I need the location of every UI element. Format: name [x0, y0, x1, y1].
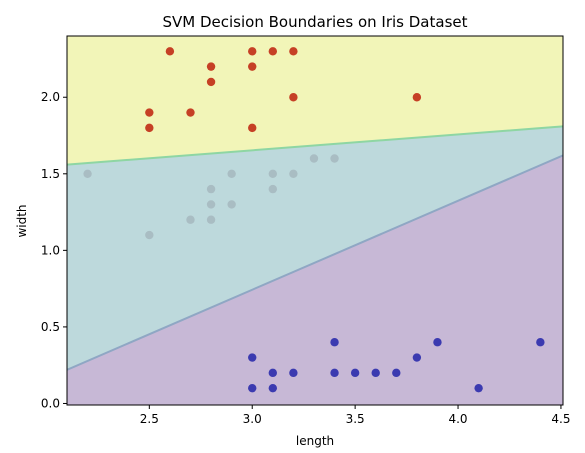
decision-boundary-0: [67, 154, 563, 371]
data-point-class-1: [268, 169, 278, 179]
data-point-class-1: [206, 184, 216, 194]
region-class-2: [67, 36, 563, 165]
data-point-class-0: [330, 368, 339, 378]
data-point-class-1: [330, 154, 339, 163]
data-point-class-1: [145, 230, 154, 240]
data-point-class-0: [350, 368, 360, 378]
x-tick-label: 2.5: [140, 412, 159, 426]
data-point-class-2: [186, 108, 195, 117]
data-point-class-0: [412, 353, 422, 362]
data-point-class-0: [268, 383, 278, 393]
chart-title: SVM Decision Boundaries on Iris Dataset: [163, 13, 468, 31]
data-point-class-1: [268, 184, 278, 194]
data-point-class-0: [536, 338, 545, 347]
decision-regions: [67, 36, 563, 405]
y-tick-label: 2.0: [41, 90, 60, 104]
x-axis-label: length: [296, 434, 334, 448]
data-point-class-1: [227, 169, 236, 179]
data-point-class-2: [248, 62, 257, 71]
y-tick-label: 0.5: [41, 320, 60, 334]
data-point-class-2: [248, 123, 257, 133]
y-axis-label: width: [15, 204, 29, 237]
x-tick-label: 3.0: [243, 412, 262, 426]
data-point-class-0: [474, 383, 483, 393]
data-point-class-0: [268, 368, 278, 378]
data-point-class-0: [371, 368, 380, 378]
data-point-class-1: [83, 169, 92, 179]
data-point-class-0: [248, 353, 257, 362]
plot-frame: [66, 35, 564, 406]
data-point-class-0: [289, 368, 298, 378]
y-axis: 0.0 0.5 1.0 1.5 2.0: [41, 90, 67, 410]
data-point-class-2: [412, 93, 422, 102]
data-point-class-2: [268, 47, 278, 56]
data-point-class-0: [392, 368, 401, 378]
data-point-class-2: [206, 77, 216, 87]
data-point-class-0: [433, 338, 442, 347]
x-tick-label: 3.5: [346, 412, 365, 426]
data-point-class-2: [289, 93, 298, 102]
data-point-class-0: [330, 338, 339, 347]
data-point-class-2: [289, 47, 298, 56]
x-tick-label: 4.0: [448, 412, 467, 426]
data-point-class-1: [206, 200, 216, 209]
data-points: [83, 47, 545, 393]
data-point-class-1: [227, 200, 236, 209]
region-class-1: [67, 126, 563, 370]
data-point-class-2: [145, 108, 154, 117]
y-tick-label: 0.0: [41, 396, 60, 410]
x-tick-label: 4.5: [551, 412, 570, 426]
data-point-class-2: [248, 47, 257, 56]
data-point-class-2: [206, 62, 216, 71]
data-point-class-1: [289, 169, 298, 179]
y-tick-label: 1.5: [41, 167, 60, 181]
data-point-class-2: [165, 47, 175, 56]
y-tick-label: 1.0: [41, 243, 60, 257]
data-point-class-1: [186, 215, 195, 224]
data-point-class-0: [248, 383, 257, 393]
data-point-class-1: [206, 215, 216, 224]
data-point-class-1: [309, 154, 319, 163]
decision-boundary-1: [67, 125, 563, 166]
data-point-class-2: [145, 123, 154, 133]
x-axis: 2.5 3.0 3.5 4.0 4.5: [140, 405, 570, 426]
